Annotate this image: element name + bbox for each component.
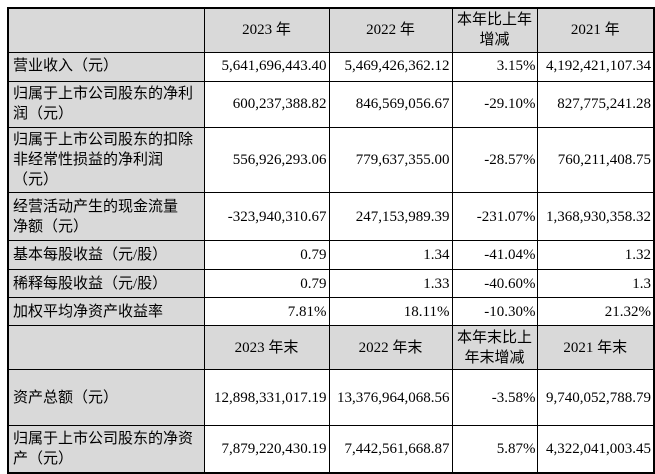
header-year-end-change: 本年末比上 年末增减: [451, 325, 538, 371]
value-change: -231.07%: [451, 192, 538, 242]
value-2023: 12,898,331,017.19: [203, 369, 330, 427]
corner-cell: [7, 325, 205, 371]
year-end-header-row: 2023 年末 2022 年末 本年末比上 年末增减 2021 年末: [7, 325, 655, 371]
row-net-assets-attributable: 归属于上市公司股东的净资 产（元） 7,879,220,430.19 7,442…: [7, 425, 655, 474]
header-2023: 2023 年: [203, 7, 330, 53]
value-2022: 247,153,989.39: [328, 192, 453, 242]
value-2022: 779,637,355.00: [328, 126, 453, 194]
value-change: -29.10%: [451, 80, 538, 128]
value-2021: 1.32: [536, 240, 655, 271]
value-2022: 7,442,561,668.87: [328, 425, 453, 474]
row-net-profit-attributable: 归属于上市公司股东的净利 润（元） 600,237,388.82 846,569…: [7, 80, 655, 128]
value-2023: 7.81%: [203, 297, 330, 327]
value-2022: 18.11%: [328, 297, 453, 327]
value-change: -3.58%: [451, 369, 538, 427]
row-diluted-eps: 稀释每股收益（元/股） 0.79 1.33 -40.60% 1.3: [7, 269, 655, 299]
header-2022-year-end: 2022 年末: [328, 325, 453, 371]
value-2021: 827,775,241.28: [536, 80, 655, 128]
value-2023: 600,237,388.82: [203, 80, 330, 128]
row-total-assets: 资产总额（元） 12,898,331,017.19 13,376,964,068…: [7, 369, 655, 427]
row-operating-cash-flow: 经营活动产生的现金流量 净额（元） -323,940,310.67 247,15…: [7, 192, 655, 242]
value-2021: 1,368,930,358.32: [536, 192, 655, 242]
value-2021: 1.3: [536, 269, 655, 299]
value-change: 5.87%: [451, 425, 538, 474]
value-2022: 13,376,964,068.56: [328, 369, 453, 427]
value-change: -41.04%: [451, 240, 538, 271]
row-basic-eps: 基本每股收益（元/股） 0.79 1.34 -41.04% 1.32: [7, 240, 655, 271]
corner-cell: [7, 7, 205, 53]
value-2021: 21.32%: [536, 297, 655, 327]
value-2023: 7,879,220,430.19: [203, 425, 330, 474]
value-2021: 4,322,041,003.45: [536, 425, 655, 474]
row-label: 归属于上市公司股东的净利 润（元）: [7, 80, 205, 128]
value-2023: -323,940,310.67: [203, 192, 330, 242]
header-2022: 2022 年: [328, 7, 453, 53]
row-operating-revenue: 营业收入（元） 5,641,696,443.40 5,469,426,362.1…: [7, 51, 655, 82]
value-2022: 1.34: [328, 240, 453, 271]
header-2023-year-end: 2023 年末: [203, 325, 330, 371]
financial-summary-table: 2023 年 2022 年 本年比上年 增减 2021 年 营业收入（元） 5,…: [7, 7, 655, 474]
value-2023: 5,641,696,443.40: [203, 51, 330, 82]
row-label: 加权平均净资产收益率: [7, 297, 205, 327]
annual-header-row: 2023 年 2022 年 本年比上年 增减 2021 年: [7, 7, 655, 53]
value-2023: 0.79: [203, 240, 330, 271]
value-change: -40.60%: [451, 269, 538, 299]
row-net-profit-excl-nonrecurring: 归属于上市公司股东的扣除 非经常性损益的净利润 （元） 556,926,293.…: [7, 126, 655, 194]
value-2022: 5,469,426,362.12: [328, 51, 453, 82]
value-2023: 0.79: [203, 269, 330, 299]
value-2021: 4,192,421,107.34: [536, 51, 655, 82]
value-2022: 1.33: [328, 269, 453, 299]
row-label: 归属于上市公司股东的扣除 非经常性损益的净利润 （元）: [7, 126, 205, 194]
header-2021: 2021 年: [536, 7, 655, 53]
value-2022: 846,569,056.67: [328, 80, 453, 128]
row-label: 归属于上市公司股东的净资 产（元）: [7, 425, 205, 474]
value-change: -28.57%: [451, 126, 538, 194]
value-2021: 760,211,408.75: [536, 126, 655, 194]
row-weighted-avg-roe: 加权平均净资产收益率 7.81% 18.11% -10.30% 21.32%: [7, 297, 655, 327]
header-2021-year-end: 2021 年末: [536, 325, 655, 371]
value-2021: 9,740,052,788.79: [536, 369, 655, 427]
value-change: -10.30%: [451, 297, 538, 327]
header-yoy-change: 本年比上年 增减: [451, 7, 538, 53]
row-label: 稀释每股收益（元/股）: [7, 269, 205, 299]
row-label: 资产总额（元）: [7, 369, 205, 427]
value-change: 3.15%: [451, 51, 538, 82]
row-label: 基本每股收益（元/股）: [7, 240, 205, 271]
row-label: 经营活动产生的现金流量 净额（元）: [7, 192, 205, 242]
value-2023: 556,926,293.06: [203, 126, 330, 194]
row-label: 营业收入（元）: [7, 51, 205, 82]
